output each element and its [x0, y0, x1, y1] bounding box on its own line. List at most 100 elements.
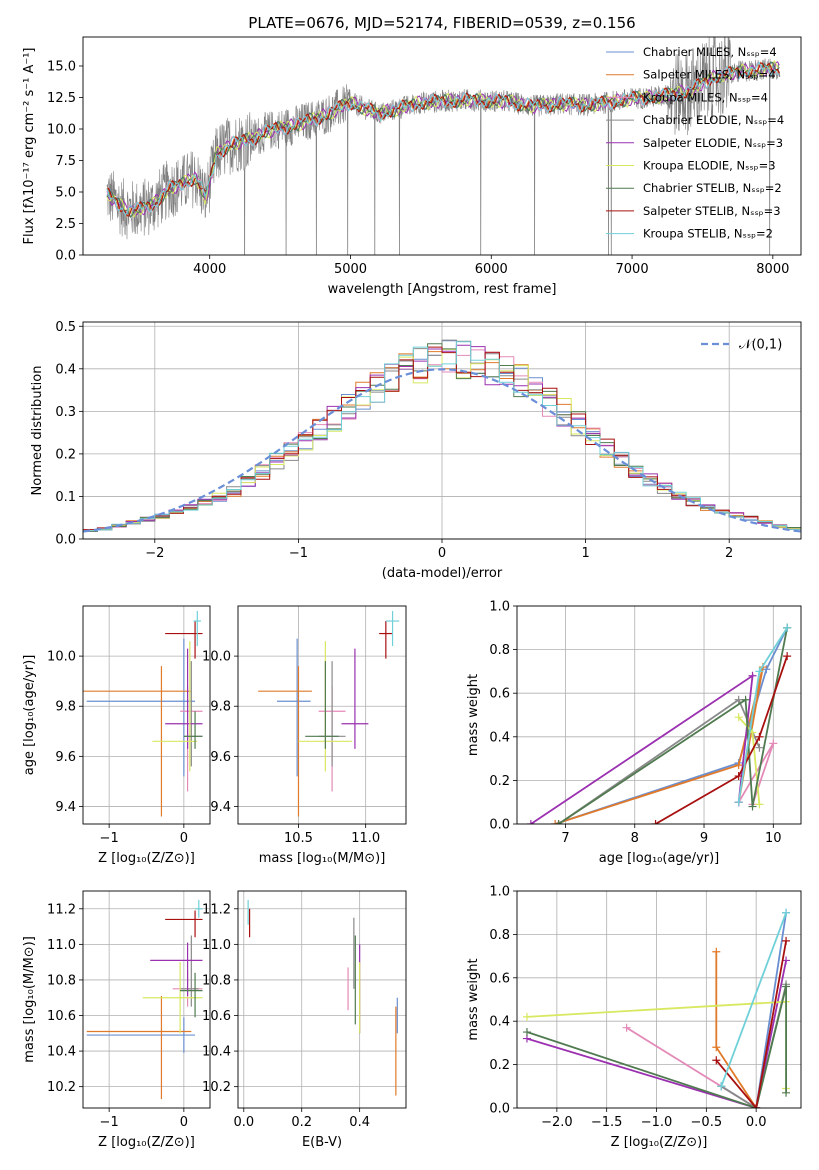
x-axis-label: Z [log₁₀(Z/Z⊙)] [611, 1135, 708, 1150]
plot-area [83, 339, 801, 533]
y-tick-label: 0.0 [489, 818, 510, 833]
legend-label: Chabrier MILES, Nₛₛₚ=4 [643, 45, 777, 59]
x-tick-label: −1.0 [641, 1115, 673, 1130]
y-axis-label: age [log₁₀(age/yr)] [22, 655, 37, 776]
y-axis-label: Flux [fλ10⁻¹⁷ erg cm⁻² s⁻¹ A⁻¹] [22, 48, 37, 245]
x-tick-label: −0.5 [691, 1115, 723, 1130]
mass-weight-line-7 [655, 655, 788, 824]
plot-area [247, 899, 398, 1096]
x-axis-label: Z [log₁₀(Z/Z⊙)] [98, 1135, 195, 1150]
point-marker [782, 908, 791, 917]
y-tick-label: 1.0 [489, 600, 510, 615]
model-spectrum-7 [106, 62, 780, 217]
x-tick-label: 2 [725, 546, 733, 561]
point-marker [734, 695, 743, 704]
x-tick-label: 0 [180, 1115, 188, 1130]
point-marker [755, 800, 764, 809]
x-tick-label: −2 [145, 546, 164, 561]
plot-area [83, 611, 203, 817]
panel-age-vs-mass: 10.5 11.0 9.4 9.6 9.8 10.0 mass [log₁₀(M/M⊙)] [202, 605, 407, 866]
y-tick-label: 10.8 [202, 973, 231, 988]
chart-title: PLATE=0676, MJD=52174, FIBERID=0539, z=0… [248, 14, 635, 32]
y-tick-label: 0.6 [489, 971, 510, 986]
point-marker [551, 820, 560, 824]
y-tick-label: 9.4 [55, 800, 76, 815]
y-tick-label: 10.6 [47, 1009, 76, 1024]
point-marker [554, 820, 563, 824]
axes-frame [82, 605, 211, 825]
y-tick-label: 11.0 [47, 938, 76, 953]
x-tick-label: 0.0 [746, 1115, 767, 1130]
x-axis-label: E(B-V) [302, 1135, 342, 1150]
residual-histogram-8 [83, 341, 801, 532]
y-tick-label: 1.0 [489, 885, 510, 900]
y-tick-label: 10.4 [202, 1045, 231, 1060]
y-tick-label: 0.2 [55, 447, 76, 462]
y-tick-label: 11.0 [202, 938, 231, 953]
residual-histogram-6 [83, 343, 801, 532]
point-marker [755, 667, 764, 676]
plot-area [86, 899, 203, 1100]
mass-weight-line-7 [715, 940, 787, 1108]
y-tick-label: 0.2 [489, 1058, 510, 1073]
y-tick-label: 0.3 [55, 405, 76, 420]
y-tick-label: 2.5 [55, 217, 76, 232]
x-axis-label: wavelength [Angstrom, rest frame] [328, 282, 557, 297]
point-marker [651, 820, 660, 824]
point-marker [717, 1082, 726, 1091]
x-tick-label: 0 [438, 546, 446, 561]
y-tick-label: 0.8 [489, 643, 510, 658]
plot-area [106, 37, 781, 255]
legend-label: Salpeter STELIB, Nₛₛₚ=3 [643, 204, 781, 218]
x-tick-label: 8000 [756, 262, 789, 277]
point-marker [734, 798, 743, 807]
axes-frame [516, 890, 802, 1109]
mass-weight-line-8 [720, 912, 787, 1087]
y-tick-label: 0.0 [55, 249, 76, 264]
y-axis-label: mass [log₁₀(M/M⊙)] [22, 936, 37, 1063]
point-marker [526, 820, 535, 824]
y-tick-label: 10.6 [202, 1009, 231, 1024]
y-tick-label: 0.0 [55, 533, 76, 548]
plot-area [258, 611, 400, 817]
legend-label: Chabrier ELODIE, Nₛₛₚ=4 [643, 113, 784, 127]
point-marker [712, 1043, 721, 1052]
y-axis-label: Normed distribution [30, 366, 45, 496]
panel-weight-vs-Z: −2.0 −1.5 −1.0 −0.5 0.0 0.0 0.2 0.4 0.6 0.8 1.0 Z [… [466, 885, 802, 1150]
y-axis-label: mass weight [466, 958, 481, 1040]
plot-area [526, 623, 792, 824]
x-tick-label: 7000 [616, 262, 649, 277]
point-marker [782, 982, 791, 991]
legend-label: Chabrier STELIB, Nₛₛₚ=2 [643, 181, 782, 195]
point-marker [734, 761, 743, 770]
x-tick-label: 1 [581, 546, 589, 561]
legend-label: Kroupa STELIB, Nₛₛₚ=2 [643, 227, 773, 241]
y-tick-label: 11.2 [202, 902, 231, 917]
y-tick-label: 9.8 [210, 700, 231, 715]
mass-weight-line-6 [558, 627, 788, 824]
axes-frame [82, 36, 802, 256]
axes-frame [237, 605, 407, 825]
x-tick-label: −1 [289, 546, 308, 561]
y-tick-label: 10.4 [47, 1045, 76, 1060]
model-spectrum-8 [106, 61, 780, 217]
x-axis-label: age [log₁₀(age/yr)] [599, 851, 720, 866]
y-tick-label: 15.0 [47, 59, 76, 74]
panel-weight-vs-age: 7 8 9 10 0.0 0.2 0.4 0.6 0.8 1.0 age [log₁₀(age/yr… [466, 600, 802, 866]
panel-spectrum: 4000 5000 6000 7000 8000 0.0 2.5 5.0 7.5 10.0 12.5… [22, 14, 802, 297]
mass-weight-line-1 [554, 666, 764, 824]
plot-area [522, 908, 791, 1108]
y-tick-label: 0.4 [55, 362, 76, 377]
y-tick-label: 0.8 [489, 928, 510, 943]
x-tick-label: 10 [765, 831, 782, 846]
panel-residuals: −2 −1 0 1 2 0.0 0.1 0.2 0.3 0.4 0.5 (data-model)/er… [30, 320, 802, 581]
point-marker [748, 802, 757, 811]
panel-mass-vs-ebv: 0.0 0.2 0.4 10.2 10.4 10.6 10.8 11.0 11.2 E(B-V) [202, 890, 407, 1150]
y-tick-label: 0.4 [489, 730, 510, 745]
mass-weight-line-4 [526, 960, 787, 1108]
y-tick-label: 9.6 [210, 750, 231, 765]
panel-mass-vs-Z: −1 0 10.2 10.4 10.6 10.8 11.0 11.2 Z [log₁₀(Z/Z⊙… [22, 890, 211, 1150]
point-marker [522, 1012, 531, 1021]
y-tick-label: 12.5 [47, 91, 76, 106]
